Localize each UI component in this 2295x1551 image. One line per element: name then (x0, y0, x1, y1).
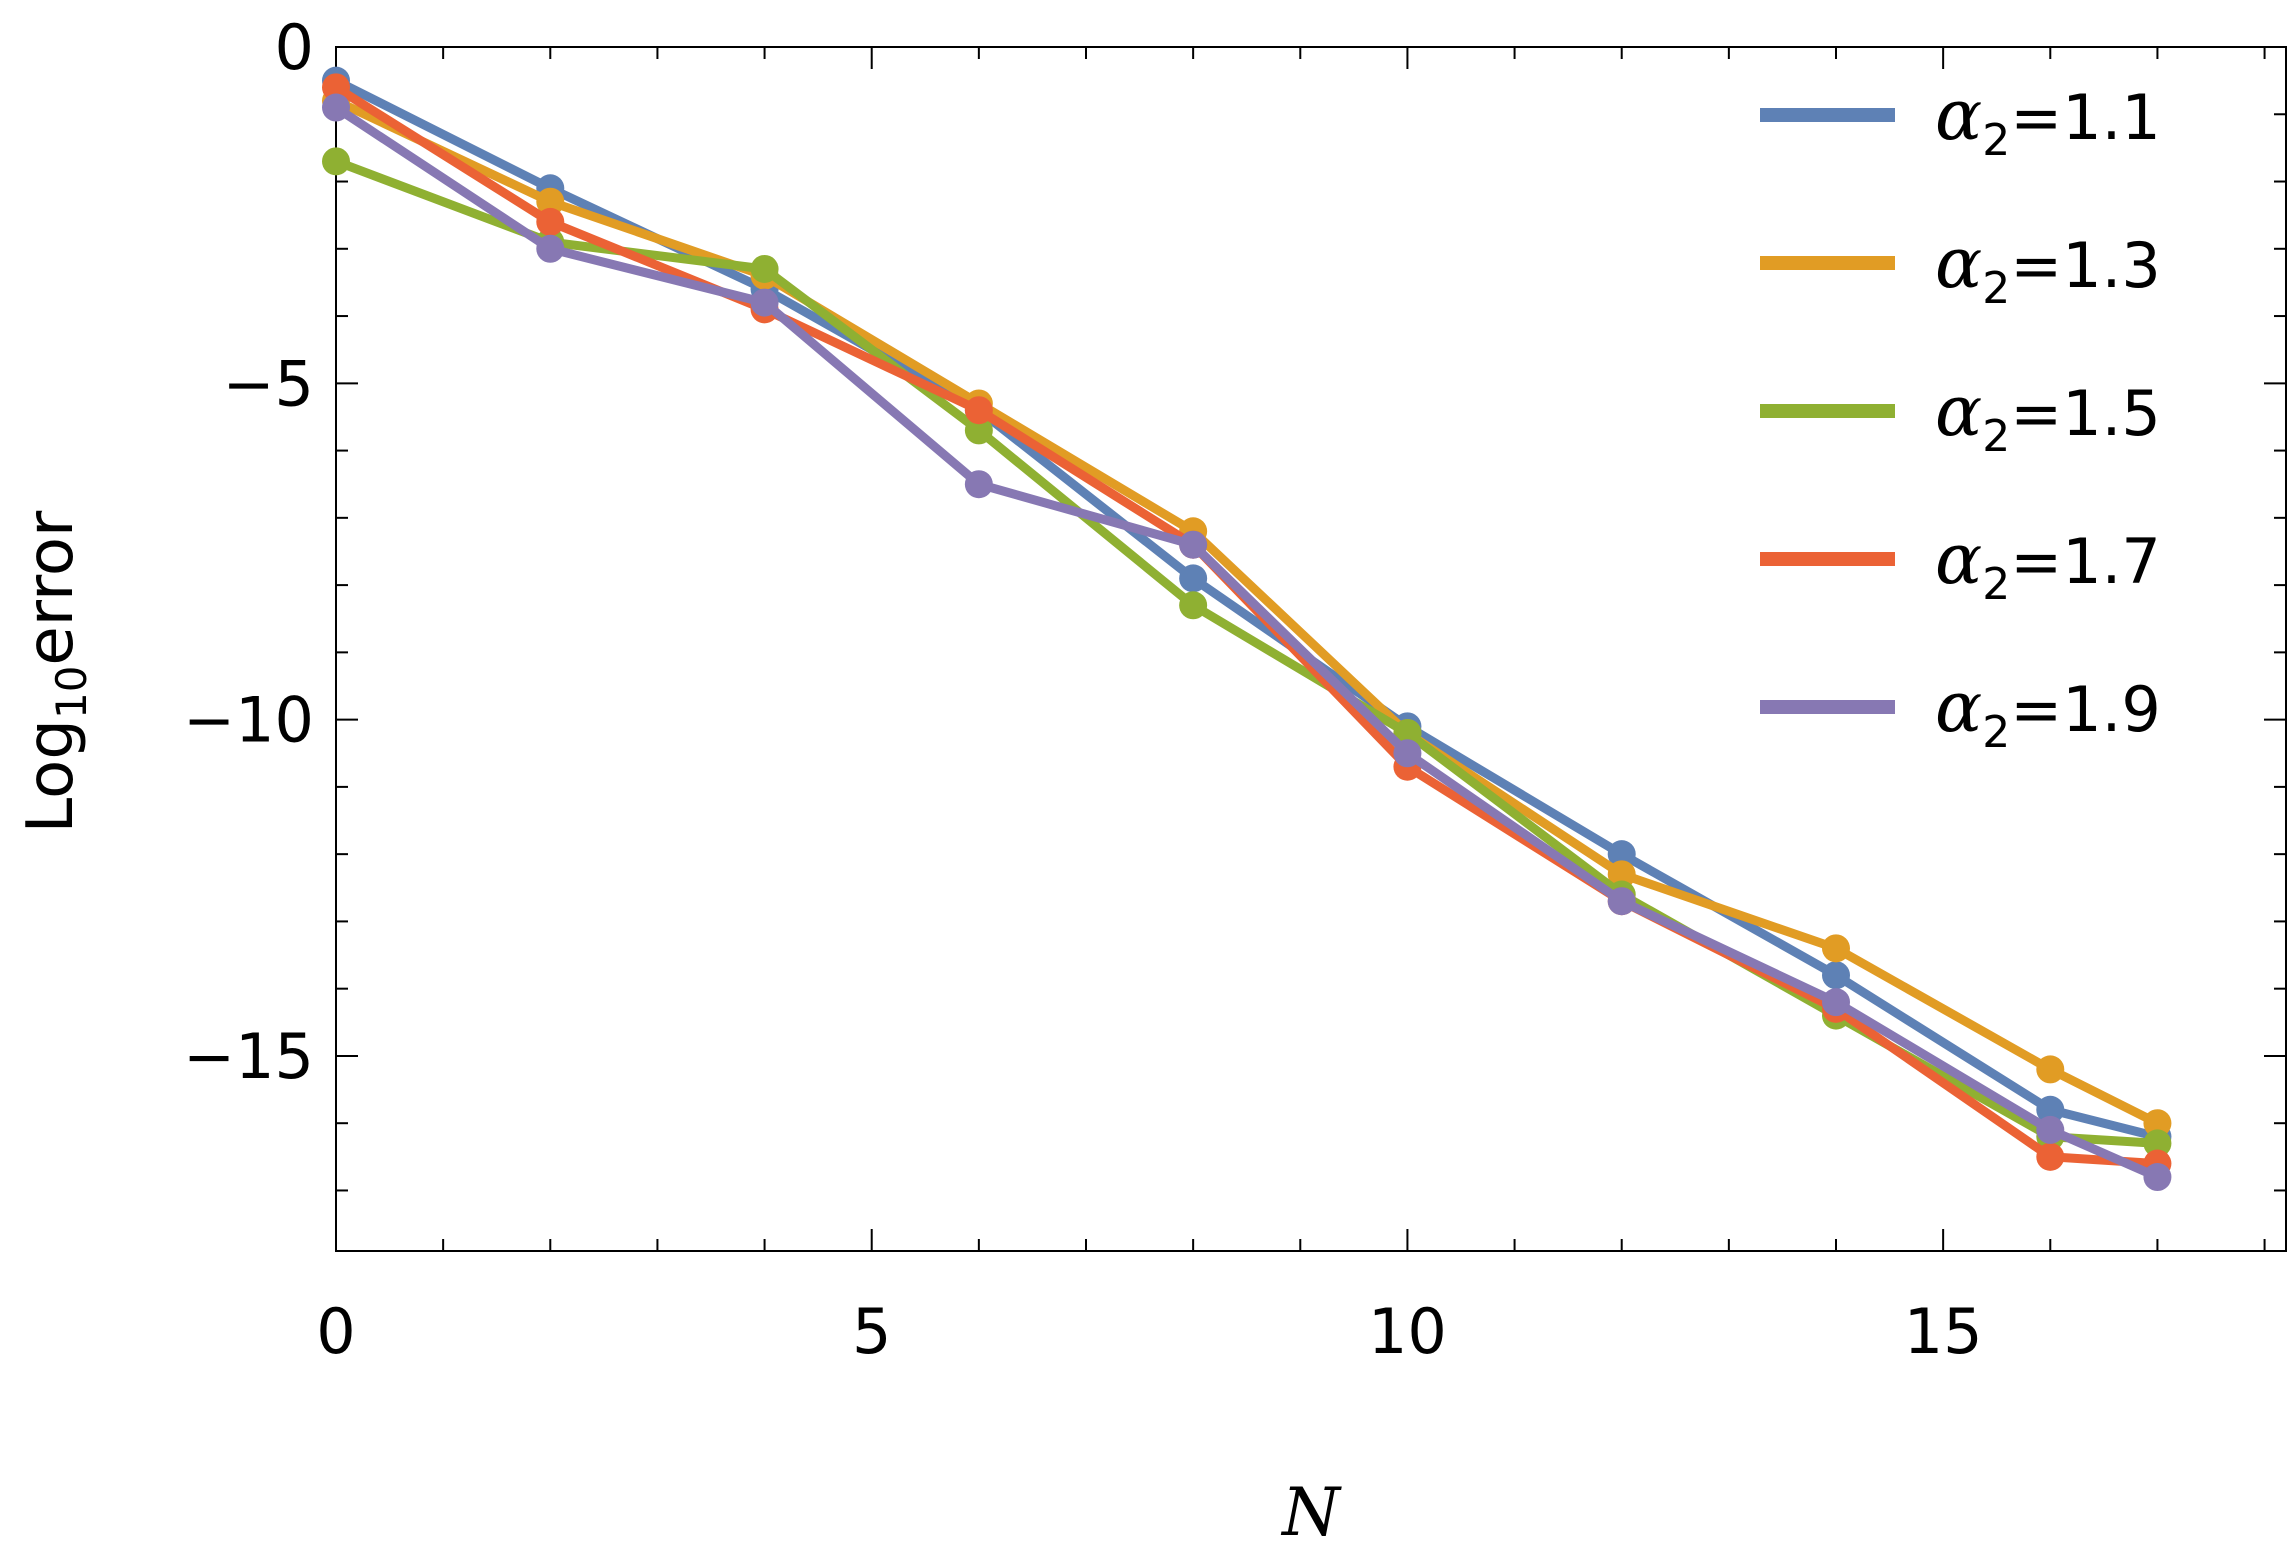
legend-label: α2=1.3 (1935, 222, 2161, 314)
data-point (1393, 719, 1422, 748)
data-point (1179, 530, 1208, 559)
series-line (331, 82, 2162, 1169)
legend-item: α2=1.5 (1760, 370, 2161, 462)
data-point (536, 234, 565, 263)
legend-item: α2=1.3 (1760, 222, 2161, 314)
legend-label: α2=1.7 (1935, 518, 2161, 610)
legend-item: α2=1.1 (1760, 74, 2161, 166)
y-axis-title-prefix: Log (14, 719, 88, 833)
data-point (1393, 739, 1422, 768)
legend-label: α2=1.9 (1935, 666, 2161, 758)
series-5 (322, 93, 2172, 1192)
x-tick-label: 5 (852, 1295, 891, 1368)
y-tick-label: 0 (275, 11, 314, 84)
data-point (1607, 840, 1636, 869)
data-point (2036, 1095, 2065, 1124)
y-tick-label: −10 (183, 684, 314, 757)
legend-item: α2=1.9 (1760, 666, 2161, 758)
data-point (2036, 1055, 2065, 1084)
data-point (750, 288, 779, 317)
y-axis-title-suffix: error (14, 510, 88, 666)
x-tick-label: 10 (1368, 1295, 1447, 1368)
series-3 (322, 147, 2172, 1158)
data-point (2143, 1129, 2172, 1158)
y-axis-title: Log10error (14, 510, 96, 833)
data-point (536, 187, 565, 216)
series-1 (322, 66, 2172, 1151)
data-point (1179, 564, 1208, 593)
plot-frame (335, 46, 2287, 1252)
y-tick-label: −5 (223, 347, 314, 420)
data-point (750, 254, 779, 283)
legend: α2=1.1 α2=1.3 α2=1.5 α2=1.7 α2=1.9 (1760, 74, 2161, 758)
data-point (322, 147, 350, 176)
axis-ticks (335, 46, 2286, 1251)
tick-labels: 0 5 10 15 0 −5 −10 −15 (183, 11, 1982, 1368)
data-point (536, 207, 565, 236)
x-tick-label: 15 (1904, 1295, 1983, 1368)
legend-item: α2=1.7 (1760, 518, 2161, 610)
y-axis-title-subscript: 10 (47, 666, 96, 719)
x-axis-title: N (1280, 1474, 1342, 1551)
data-point (964, 416, 993, 445)
data-point (1822, 934, 1850, 963)
series-line (331, 96, 2162, 1128)
series-line (331, 103, 2162, 1182)
x-tick-label: 0 (316, 1295, 355, 1368)
series-line (331, 156, 2162, 1148)
data-point (1822, 988, 1850, 1017)
data-point (322, 73, 350, 102)
data-point (1179, 591, 1208, 620)
data-point (322, 93, 350, 122)
legend-label: α2=1.5 (1935, 370, 2161, 462)
data-point (2036, 1115, 2065, 1144)
y-tick-label: −15 (183, 1020, 314, 1093)
data-point (1607, 860, 1636, 889)
legend-label: α2=1.1 (1935, 74, 2161, 166)
data-point (2036, 1142, 2065, 1171)
data-point (964, 396, 993, 425)
series-layer (322, 66, 2172, 1192)
data-point (1822, 961, 1850, 990)
data-point (964, 470, 993, 499)
data-point (2143, 1163, 2172, 1192)
data-point (1607, 887, 1636, 916)
data-point (2143, 1109, 2172, 1138)
